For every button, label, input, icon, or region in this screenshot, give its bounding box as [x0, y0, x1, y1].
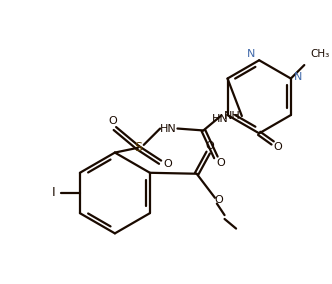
Text: O: O [214, 195, 223, 205]
Text: N: N [247, 49, 256, 59]
Text: CH₃: CH₃ [310, 49, 329, 59]
Text: S: S [134, 141, 142, 154]
Text: O: O [273, 142, 282, 152]
Text: HN: HN [211, 114, 228, 124]
Text: N: N [294, 72, 303, 82]
Text: I: I [52, 187, 56, 199]
Text: O: O [206, 141, 214, 151]
Text: HN: HN [159, 124, 176, 133]
Text: O: O [163, 159, 172, 169]
Text: O: O [109, 116, 117, 126]
Text: O: O [216, 158, 225, 168]
Text: NH: NH [224, 111, 241, 121]
